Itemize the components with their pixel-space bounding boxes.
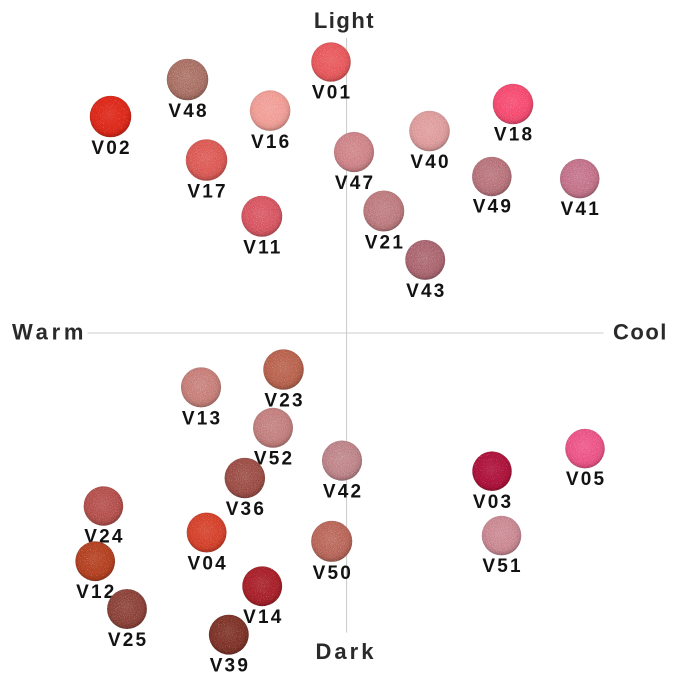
svg-text:V25: V25 bbox=[108, 630, 148, 651]
svg-text:V12: V12 bbox=[76, 582, 116, 603]
svg-text:Warm: Warm bbox=[12, 320, 87, 345]
svg-text:Cool: Cool bbox=[613, 320, 668, 345]
svg-text:V23: V23 bbox=[264, 391, 304, 412]
svg-text:Dark: Dark bbox=[316, 639, 377, 664]
svg-text:V03: V03 bbox=[473, 492, 513, 513]
svg-text:V42: V42 bbox=[323, 482, 363, 503]
svg-text:Light: Light bbox=[314, 8, 375, 33]
svg-text:V16: V16 bbox=[251, 132, 291, 153]
svg-text:V49: V49 bbox=[473, 197, 513, 218]
svg-text:V36: V36 bbox=[226, 499, 266, 520]
svg-text:V21: V21 bbox=[365, 232, 405, 253]
svg-text:V47: V47 bbox=[335, 173, 375, 194]
svg-text:V18: V18 bbox=[494, 124, 534, 145]
svg-text:V48: V48 bbox=[168, 101, 208, 122]
svg-text:V04: V04 bbox=[187, 553, 227, 574]
svg-text:V40: V40 bbox=[410, 152, 450, 173]
svg-text:V39: V39 bbox=[210, 656, 250, 677]
svg-text:V50: V50 bbox=[313, 563, 353, 584]
svg-text:V51: V51 bbox=[482, 556, 522, 577]
svg-text:V11: V11 bbox=[243, 238, 282, 259]
svg-text:V01: V01 bbox=[312, 83, 352, 104]
svg-text:V41: V41 bbox=[561, 199, 601, 220]
svg-text:V05: V05 bbox=[566, 469, 606, 490]
svg-text:V02: V02 bbox=[91, 138, 131, 159]
svg-text:V13: V13 bbox=[182, 408, 222, 429]
svg-text:V52: V52 bbox=[254, 449, 294, 470]
svg-text:V43: V43 bbox=[406, 281, 446, 302]
svg-text:V14: V14 bbox=[243, 607, 283, 628]
svg-text:V17: V17 bbox=[187, 182, 227, 203]
